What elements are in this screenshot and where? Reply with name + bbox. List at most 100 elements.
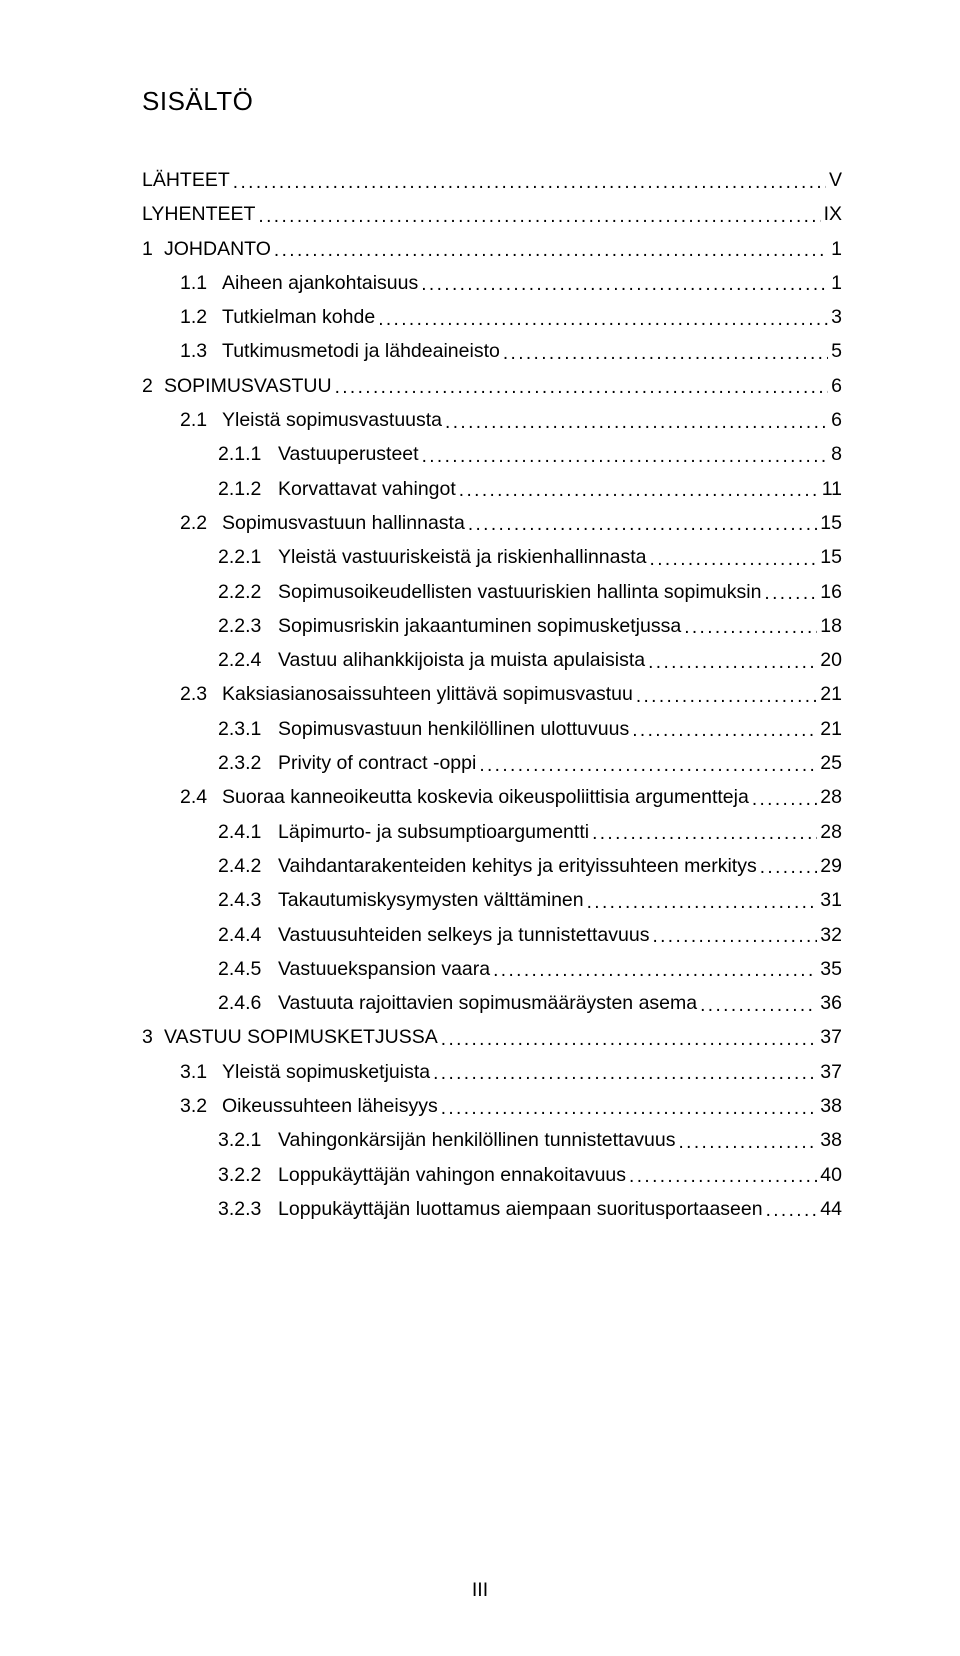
toc-row: 2.4Suoraa kanneoikeutta koskevia oikeusp…: [142, 788, 842, 808]
toc-row: 3VASTUU SOPIMUSKETJUSSA 37: [142, 1028, 842, 1048]
toc-number: 2.4.1: [218, 823, 278, 843]
toc-leader-dots: [422, 447, 829, 466]
toc-number: 2.2.2: [218, 583, 278, 603]
toc-label: 2.2.3Sopimusriskin jakaantuminen sopimus…: [218, 617, 681, 637]
toc-leader-dots: [648, 653, 817, 672]
toc-page: 18: [820, 617, 842, 637]
toc-row: 2.3Kaksiasianosaissuhteen ylittävä sopim…: [142, 685, 842, 705]
page-title: SISÄLTÖ: [142, 86, 842, 117]
toc-page: V: [829, 171, 842, 191]
toc-number: 3.2.3: [218, 1200, 278, 1220]
toc-text: Vastuuta rajoittavien sopimusmääräysten …: [278, 992, 697, 1014]
toc-row: 2.2.1Yleistä vastuuriskeistä ja riskienh…: [142, 548, 842, 568]
toc-label: 2.4.3Takautumiskysymysten välttäminen: [218, 891, 584, 911]
toc-label: LÄHTEET: [142, 171, 230, 191]
toc-page: 38: [820, 1131, 842, 1151]
toc-text: Sopimusvastuun henkilöllinen ulottuvuus: [278, 718, 629, 740]
toc-number: 2.4.6: [218, 994, 278, 1014]
toc-leader-dots: [441, 1099, 818, 1118]
toc-label: 2.2.2Sopimusoikeudellisten vastuuriskien…: [218, 583, 761, 603]
toc-label: 2.4.2Vaihdantarakenteiden kehitys ja eri…: [218, 857, 757, 877]
toc-row: LYHENTEETIX: [142, 205, 842, 225]
toc-leader-dots: [636, 687, 817, 706]
toc-text: Privity of contract -oppi: [278, 752, 476, 774]
toc-row: 2.4.4Vastuusuhteiden selkeys ja tunniste…: [142, 926, 842, 946]
toc-label: 2.3.1Sopimusvastuun henkilöllinen ulottu…: [218, 720, 629, 740]
toc-text: Vastuu alihankkijoista ja muista apulais…: [278, 649, 645, 671]
toc-leader-dots: [378, 310, 828, 329]
toc-label: 1JOHDANTO: [142, 240, 271, 260]
toc-number: 1.3: [180, 342, 222, 362]
toc-page: 29: [820, 857, 842, 877]
toc-row: 2SOPIMUSVASTUU 6: [142, 377, 842, 397]
toc-page: 3: [831, 308, 842, 328]
toc-text: Vastuusuhteiden selkeys ja tunnistettavu…: [278, 924, 649, 946]
toc-leader-dots: [445, 413, 828, 432]
toc-row: 2.2.4Vastuu alihankkijoista ja muista ap…: [142, 651, 842, 671]
toc-label: 2.1.2Korvattavat vahingot: [218, 480, 456, 500]
toc-row: 3.2Oikeussuhteen läheisyys38: [142, 1097, 842, 1117]
toc-page: 21: [820, 720, 842, 740]
toc-text: LYHENTEET: [142, 203, 255, 225]
toc-label: 2.3.2Privity of contract -oppi: [218, 754, 476, 774]
page-number-footer: III: [0, 1579, 960, 1602]
toc-page: 37: [820, 1028, 842, 1048]
toc-page: 32: [820, 926, 842, 946]
toc-text: Oikeussuhteen läheisyys: [222, 1095, 438, 1117]
toc-number: 2: [142, 377, 164, 397]
toc-number: 1.1: [180, 274, 222, 294]
toc-leader-dots: [479, 756, 817, 775]
toc-text: Sopimusoikeudellisten vastuuriskien hall…: [278, 581, 761, 603]
toc-page: 6: [831, 411, 842, 431]
toc-row: 2.3.1Sopimusvastuun henkilöllinen ulottu…: [142, 720, 842, 740]
toc-page: 15: [820, 548, 842, 568]
toc-text: Suoraa kanneoikeutta koskevia oikeuspoli…: [222, 786, 749, 808]
toc-number: 2.2.1: [218, 548, 278, 568]
toc-leader-dots: [766, 1201, 818, 1220]
toc-page: 25: [820, 754, 842, 774]
toc-number: 2.2.3: [218, 617, 278, 637]
toc-row: 2.4.2Vaihdantarakenteiden kehitys ja eri…: [142, 857, 842, 877]
toc-number: 2.3: [180, 685, 222, 705]
toc-label: LYHENTEET: [142, 205, 255, 225]
toc-page: 21: [820, 685, 842, 705]
toc-text: Vastuuperusteet: [278, 443, 419, 465]
toc-label: 2.4.4Vastuusuhteiden selkeys ja tunniste…: [218, 926, 649, 946]
toc-page: 6: [831, 377, 842, 397]
toc-number: 2.4.2: [218, 857, 278, 877]
toc-row: 2.1.1Vastuuperusteet8: [142, 445, 842, 465]
toc-text: LÄHTEET: [142, 169, 230, 191]
toc-number: 2.4.5: [218, 960, 278, 980]
toc-leader-dots: [632, 721, 817, 740]
toc-number: 3.2.2: [218, 1166, 278, 1186]
toc-row: 2.2Sopimusvastuun hallinnasta15: [142, 514, 842, 534]
toc-label: 2.3Kaksiasianosaissuhteen ylittävä sopim…: [180, 685, 633, 705]
toc-label: 3VASTUU SOPIMUSKETJUSSA: [142, 1028, 438, 1048]
toc-row: 3.2.2Loppukäyttäjän vahingon ennakoitavu…: [142, 1166, 842, 1186]
toc-leader-dots: [684, 618, 817, 637]
toc-leader-dots: [752, 790, 817, 809]
toc-number: 3.1: [180, 1063, 222, 1083]
toc-number: 2.1.2: [218, 480, 278, 500]
toc-label: 2.1Yleistä sopimusvastuusta: [180, 411, 442, 431]
toc-label: 1.3Tutkimusmetodi ja lähdeaineisto: [180, 342, 500, 362]
toc-label: 1.1Aiheen ajankohtaisuus: [180, 274, 418, 294]
toc-leader-dots: [421, 275, 828, 294]
toc-row: LÄHTEET V: [142, 171, 842, 191]
toc-page: 31: [820, 891, 842, 911]
toc-label: 2.4.6Vastuuta rajoittavien sopimusmääräy…: [218, 994, 697, 1014]
toc-page: 36: [820, 994, 842, 1014]
toc-text: Sopimusvastuun hallinnasta: [222, 512, 465, 534]
toc-label: 3.2Oikeussuhteen läheisyys: [180, 1097, 438, 1117]
toc-page: 8: [831, 445, 842, 465]
toc-label: 2SOPIMUSVASTUU: [142, 377, 332, 397]
toc-row: 1.1Aiheen ajankohtaisuus1: [142, 274, 842, 294]
toc-leader-dots: [503, 344, 828, 363]
toc-text: SOPIMUSVASTUU: [164, 375, 332, 397]
toc-number: 2.4: [180, 788, 222, 808]
toc-leader-dots: [650, 550, 818, 569]
toc-number: 1.2: [180, 308, 222, 328]
toc-number: 3: [142, 1028, 164, 1048]
toc-page: 37: [820, 1063, 842, 1083]
toc-row: 2.4.5Vastuuekspansion vaara35: [142, 960, 842, 980]
